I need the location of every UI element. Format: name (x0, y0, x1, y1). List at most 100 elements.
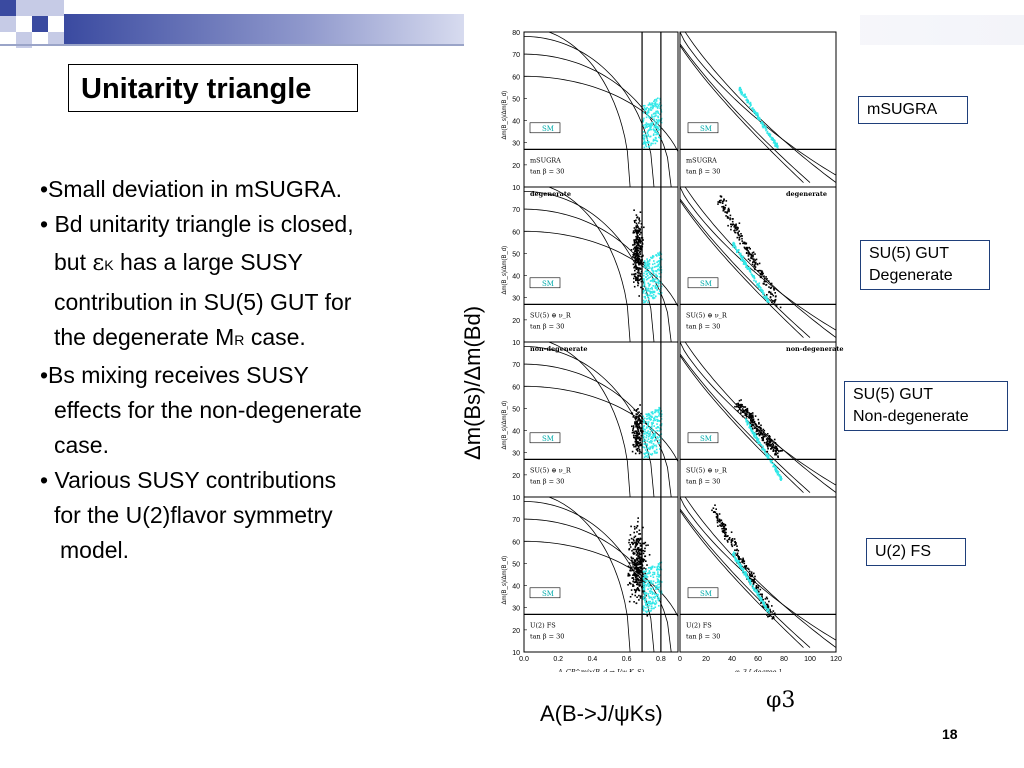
scatter-point (742, 411, 745, 414)
scatter-point (645, 436, 648, 439)
scatter-point (632, 548, 635, 551)
scatter-point (742, 255, 745, 258)
scatter-point (764, 125, 766, 128)
decor-square-2 (16, 0, 32, 16)
scatter-point (638, 263, 640, 265)
scatter-point (638, 245, 640, 247)
scatter-point (722, 523, 724, 525)
scatter-point (730, 531, 733, 533)
scatter-point (762, 606, 765, 609)
scatter-point (776, 449, 779, 451)
scatter-point (763, 429, 766, 432)
scatter-point (635, 445, 637, 448)
scatter-point (738, 253, 741, 255)
scatter-point (636, 243, 639, 245)
scatter-point (726, 539, 729, 542)
scatter-point (651, 286, 653, 289)
scatter-point (656, 595, 658, 597)
scatter-point (642, 290, 645, 292)
scatter-point (750, 412, 753, 415)
scatter-point (633, 256, 635, 259)
scatter-point (724, 211, 726, 213)
scatter-point (774, 467, 777, 470)
y-tick-label: 50 (512, 96, 520, 103)
boundary-curve-2 (524, 501, 655, 652)
scatter-point (640, 237, 643, 239)
boundary-curve-4 (680, 32, 836, 176)
scatter-point (653, 592, 655, 594)
scatter-point (768, 286, 770, 288)
scatter-point (650, 142, 652, 145)
scatter-point (638, 263, 640, 266)
scatter-point (630, 412, 633, 415)
scatter-point (744, 247, 746, 250)
scatter-point (631, 450, 634, 453)
scatter-point (739, 89, 742, 92)
scatter-point (632, 416, 635, 418)
scatter-point (637, 588, 640, 590)
scatter-point (639, 581, 641, 584)
scatter-point (644, 453, 646, 456)
scatter-point (656, 275, 659, 278)
scatter-point (638, 561, 641, 564)
scatter-point (656, 569, 658, 571)
scatter-point (653, 266, 656, 268)
y-tick-label: 30 (512, 141, 520, 148)
scatter-point (727, 217, 729, 219)
scatter-point (639, 242, 642, 244)
scatter-point (637, 517, 639, 519)
scatter-point (749, 271, 752, 274)
scatter-point (654, 434, 656, 437)
scatter-point (774, 450, 776, 452)
scatter-point (732, 242, 735, 245)
scatter-point (631, 559, 633, 562)
scatter-point (750, 574, 753, 576)
scatter-point (758, 440, 760, 443)
scatter-point (742, 410, 744, 413)
scatter-point (647, 271, 650, 273)
scatter-point (659, 433, 661, 436)
scatter-point (745, 575, 748, 577)
scatter-point (635, 410, 638, 412)
scatter-point (636, 251, 638, 253)
scatter-point (739, 242, 741, 245)
scatter-point (657, 583, 659, 586)
scatter-point (763, 451, 766, 453)
scatter-point (751, 415, 753, 418)
scatter-point (630, 525, 632, 528)
scatter-point (632, 426, 635, 429)
scatter-point (717, 525, 719, 527)
scatter-point (637, 235, 639, 237)
scatter-point (749, 270, 752, 272)
scatter-point (638, 539, 641, 541)
scatter-point (636, 558, 639, 561)
scatter-point (774, 465, 777, 468)
scatter-point (646, 131, 649, 134)
label-su5-nondegenerate-line1: SU(5) GUT (853, 386, 933, 403)
scatter-point (779, 476, 781, 479)
scatter-point (635, 574, 637, 576)
scatter-point (639, 533, 642, 535)
panel-y-label: Δm(B_s)/Δm(B_d) (502, 246, 508, 295)
scatter-point (659, 441, 661, 444)
scatter-point (635, 246, 637, 249)
scatter-point (757, 441, 760, 444)
scatter-point (637, 229, 639, 232)
scatter-point (636, 421, 638, 424)
scatter-point (636, 433, 638, 435)
scatter-point (636, 278, 639, 280)
boundary-curve-4 (680, 187, 836, 331)
scatter-point (659, 427, 661, 430)
scatter-point (656, 573, 659, 575)
scatter-point (658, 589, 660, 592)
scatter-point (777, 471, 780, 473)
scatter-point (637, 575, 640, 577)
scatter-point (751, 412, 754, 414)
scatter-point (741, 408, 744, 410)
scatter-point (635, 550, 638, 553)
scatter-point (646, 418, 648, 420)
scatter-point (767, 606, 770, 609)
scatter-point (652, 446, 655, 448)
scatter-point (636, 276, 638, 279)
scatter-point (637, 274, 639, 277)
